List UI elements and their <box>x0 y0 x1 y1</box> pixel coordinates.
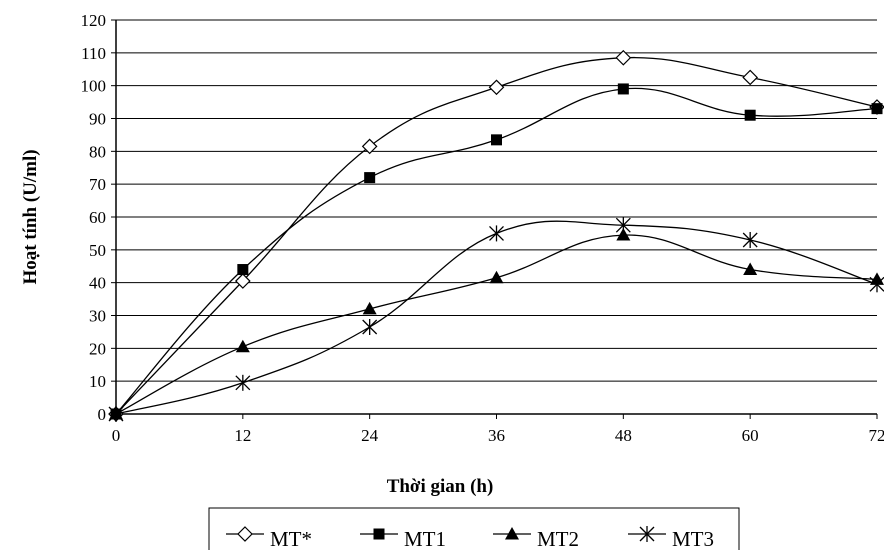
series-markers <box>108 49 884 422</box>
y-tick-label: 120 <box>81 11 107 30</box>
x-tick-label: 72 <box>869 426 884 445</box>
data-point <box>237 264 249 276</box>
data-point <box>235 339 250 353</box>
y-tick-label: 70 <box>89 175 106 194</box>
y-tick-label: 10 <box>89 372 106 391</box>
gridlines <box>111 19 878 419</box>
y-tick-label: 60 <box>89 208 106 227</box>
data-point <box>743 262 758 276</box>
data-point <box>615 49 632 66</box>
x-tick-label: 60 <box>742 426 759 445</box>
data-point <box>869 276 884 293</box>
data-point <box>489 270 504 284</box>
y-tick-label: 100 <box>81 77 107 96</box>
data-point <box>234 273 251 289</box>
x-tick-label: 36 <box>488 426 505 445</box>
data-point <box>871 103 883 115</box>
y-tick-label: 90 <box>89 110 106 129</box>
legend-label: MT2 <box>537 527 579 550</box>
data-point <box>744 109 756 121</box>
data-point <box>489 225 504 242</box>
x-tick-labels: 0 12 24 36 48 60 72 <box>112 426 884 445</box>
data-point <box>491 134 502 146</box>
data-point <box>742 231 758 248</box>
y-tick-label: 80 <box>89 142 106 161</box>
x-tick-label: 0 <box>112 426 121 445</box>
y-tick-label: 50 <box>89 241 106 260</box>
y-tick-label: 110 <box>81 44 106 63</box>
data-point <box>362 318 378 335</box>
data-point <box>108 406 124 422</box>
data-point <box>742 69 759 86</box>
legend-marker <box>373 528 385 540</box>
legend-marker <box>505 527 519 540</box>
y-tick-label: 30 <box>89 307 106 326</box>
legend-label: MT3 <box>672 527 714 550</box>
y-tick-label: 40 <box>89 274 106 293</box>
legend-box <box>208 507 740 550</box>
x-axis-title: Thời gian (h) <box>387 476 494 497</box>
data-point <box>361 138 378 155</box>
legend: MT* MT1 MT2 MT3 <box>208 507 740 550</box>
legend-marker <box>237 526 253 542</box>
data-point <box>616 228 631 241</box>
y-tick-labels: 0 10 20 30 40 50 60 70 80 90 100 110 120 <box>81 11 107 424</box>
data-point <box>617 83 629 95</box>
legend-label: MT* <box>270 527 312 550</box>
legend-marker <box>639 526 655 542</box>
x-tick-label: 48 <box>615 426 632 445</box>
data-point <box>615 217 631 234</box>
data-point <box>488 79 505 96</box>
y-tick-label: 20 <box>89 339 106 358</box>
data-point <box>362 301 377 315</box>
legend-label: MT1 <box>404 527 446 550</box>
y-axis-title: Hoạt tính (U/ml) <box>20 149 41 284</box>
x-tick-label: 12 <box>234 426 251 445</box>
x-tick-label: 24 <box>361 426 379 445</box>
data-point <box>364 172 376 184</box>
data-point <box>235 374 251 391</box>
y-tick-label: 0 <box>98 405 107 424</box>
axes <box>115 20 877 415</box>
